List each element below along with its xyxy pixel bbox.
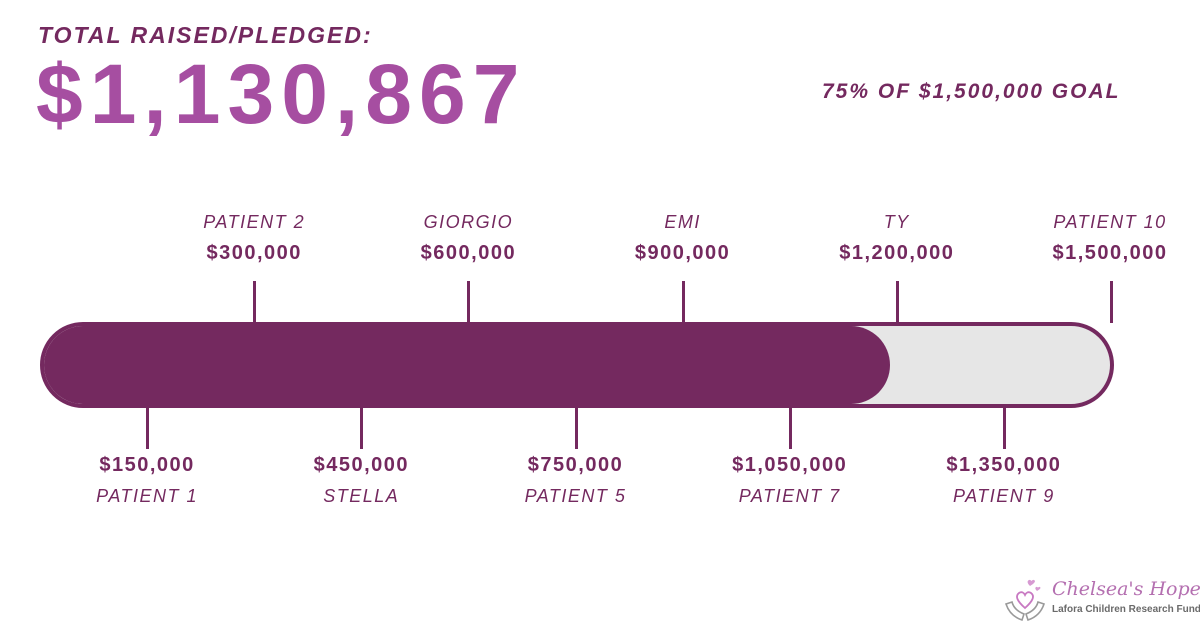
- milestone-tick: [467, 281, 470, 323]
- milestone-name: PATIENT 5: [524, 486, 627, 506]
- total-amount: $1,130,867: [36, 47, 527, 141]
- milestone-tick: [1003, 407, 1006, 449]
- milestone-tick: [682, 281, 685, 323]
- milestone-amount: $900,000: [634, 242, 731, 264]
- milestone-amount: $1,500,000: [1052, 242, 1168, 264]
- milestone-tick: [575, 407, 578, 449]
- progress-fill: [44, 326, 890, 404]
- milestone-amount: $1,050,000: [732, 454, 848, 476]
- logo-subtitle: Lafora Children Research Fund: [1052, 604, 1200, 615]
- goal-text: 75% OF $1,500,000 GOAL: [822, 80, 1121, 103]
- milestone-amount: $1,350,000: [946, 454, 1062, 476]
- milestone-name: EMI: [664, 212, 701, 232]
- milestone-amount: $750,000: [527, 454, 624, 476]
- milestone-name: PATIENT 10: [1053, 212, 1167, 232]
- milestone-amount: $1,200,000: [839, 242, 955, 264]
- hands-hearts-icon: [1004, 579, 1046, 622]
- logo-title: Chelsea's Hope: [1052, 578, 1200, 600]
- headline-label: TOTAL RAISED/PLEDGED:: [38, 22, 373, 48]
- milestone-tick: [789, 407, 792, 449]
- progress-track: [40, 322, 1114, 408]
- logo: Chelsea's Hope Lafora Children Research …: [1000, 574, 1200, 624]
- milestone-tick: [360, 407, 363, 449]
- milestone-tick: [146, 407, 149, 449]
- milestone-name: PATIENT 9: [952, 486, 1055, 506]
- milestone-amount: $300,000: [206, 242, 302, 264]
- milestone-amount: $600,000: [420, 242, 517, 264]
- milestone-name: TY: [883, 212, 910, 232]
- milestone-name: PATIENT 2: [203, 212, 306, 232]
- milestone-amount: $450,000: [313, 454, 410, 476]
- milestone-name: GIORGIO: [423, 212, 514, 232]
- milestone-name: PATIENT 1: [96, 486, 199, 506]
- milestone-name: PATIENT 7: [738, 486, 841, 506]
- milestone-tick: [253, 281, 256, 323]
- milestone-tick: [896, 281, 899, 323]
- milestone-name: STELLA: [323, 486, 400, 506]
- milestone-amount: $150,000: [99, 454, 195, 476]
- milestone-tick: [1110, 281, 1113, 323]
